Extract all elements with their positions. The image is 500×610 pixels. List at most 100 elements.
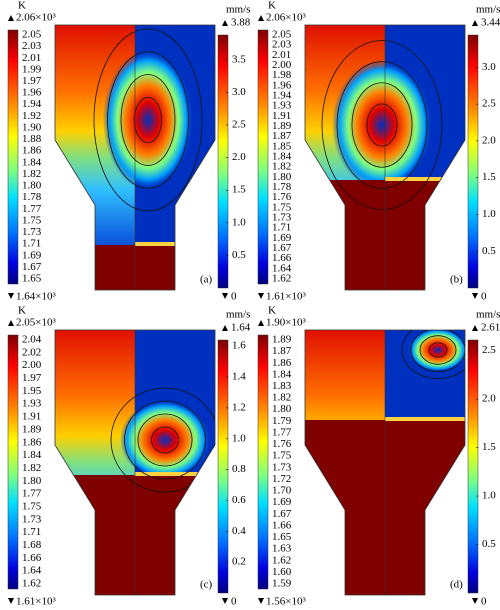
temp-tick-label: 1.66 xyxy=(272,252,292,264)
melt-front xyxy=(385,177,465,181)
temp-tick-label: 1.96 xyxy=(272,79,292,91)
temp-tick-label: 1.69 xyxy=(22,249,42,261)
temp-tick-label: 1.78 xyxy=(272,181,292,193)
temp-tick-label: 1.80 xyxy=(272,403,292,415)
field xyxy=(305,330,465,595)
temp-tick-label: 1.71 xyxy=(22,238,41,250)
temp-tick-label: 1.73 xyxy=(272,461,292,473)
vel-tick-label: 1.0 xyxy=(232,216,246,228)
vel-tick-label: 2.0 xyxy=(482,134,496,146)
streamline xyxy=(410,330,465,372)
vel-tick-label: 0.4 xyxy=(232,525,246,537)
panel: K2.06×10³2.052.032.011.991.971.961.941.9… xyxy=(7,0,251,303)
temp-tick-label: 2.05 xyxy=(22,29,42,41)
temp-tick-label: 1.97 xyxy=(22,372,42,384)
temp-tick-label: 1.89 xyxy=(272,120,292,132)
vel-max: 2.61 xyxy=(481,322,500,334)
temp-tick-label: 1.71 xyxy=(272,222,291,234)
temp-min: 1.56×10³ xyxy=(266,596,306,608)
panel-label: (d) xyxy=(450,579,463,591)
temp-tick-label: 1.75 xyxy=(272,450,292,462)
vel-unit: mm/s xyxy=(226,4,250,16)
vel-tick-label: 0.2 xyxy=(232,556,246,568)
temp-max: 2.06×10³ xyxy=(16,12,56,24)
min-marker xyxy=(222,598,228,604)
temp-tick-label: 2.00 xyxy=(22,359,42,371)
vel-tick-label: 2.5 xyxy=(482,98,496,110)
temp-tick-label: 2.03 xyxy=(22,40,42,52)
temp-tick-label: 1.78 xyxy=(22,191,42,203)
temp-tick-label: 1.84 xyxy=(22,156,42,168)
max-marker xyxy=(472,20,478,26)
streamline xyxy=(351,82,413,168)
temp-tick-label: 1.66 xyxy=(22,552,42,564)
temp-tick-label: 1.73 xyxy=(22,513,42,525)
temp-tick-label: 1.93 xyxy=(272,100,292,112)
vel-colorbar xyxy=(467,34,479,289)
vel-min: 0 xyxy=(481,291,487,303)
min-marker xyxy=(472,598,478,604)
temp-tick-label: 1.70 xyxy=(272,485,292,497)
melt-front xyxy=(135,472,215,476)
temp-max: 2.06×10³ xyxy=(266,12,306,24)
temp-tick-label: 1.95 xyxy=(22,385,42,397)
temp-tick-label: 1.67 xyxy=(272,242,292,254)
temp-tick-label: 1.59 xyxy=(272,578,292,590)
temp-tick-label: 1.76 xyxy=(272,438,292,450)
max-marker xyxy=(222,20,228,26)
field xyxy=(55,330,215,595)
vel-tick-label: 1.5 xyxy=(482,171,496,183)
temp-tick-label: 1.91 xyxy=(272,110,291,122)
vel-tick-label: 3.5 xyxy=(232,53,246,65)
velocity-jet xyxy=(332,60,432,190)
temp-tick-label: 1.69 xyxy=(272,232,292,244)
temp-colorbar xyxy=(7,29,19,285)
temp-tick-label: 1.80 xyxy=(22,475,42,487)
temp-min: 1.61×10³ xyxy=(266,291,306,303)
temp-tick-label: 1.99 xyxy=(22,63,42,75)
temp-tick-label: 2.05 xyxy=(272,29,292,41)
temp-tick-label: 1.82 xyxy=(22,168,41,180)
temp-tick-label: 1.73 xyxy=(22,226,42,238)
vel-max: 3.88 xyxy=(231,17,251,29)
temp-tick-label: 1.86 xyxy=(22,436,42,448)
vel-tick-label: 0.8 xyxy=(232,463,246,475)
temp-tick-label: 1.94 xyxy=(22,98,42,110)
temp-tick-label: 1.77 xyxy=(272,426,292,438)
vel-tick-label: 1.0 xyxy=(482,208,496,220)
vel-tick-label: 2.0 xyxy=(232,151,246,163)
temp-tick-label: 1.67 xyxy=(272,508,292,520)
temp-tick-label: 1.71 xyxy=(22,526,41,538)
vel-tick-label: 0.5 xyxy=(482,538,496,550)
temp-tick-label: 2.01 xyxy=(272,49,291,61)
temp-tick-label: 1.84 xyxy=(272,368,292,380)
temp-tick-label: 1.76 xyxy=(272,191,292,203)
temp-tick-label: 1.77 xyxy=(22,488,42,500)
vel-unit: mm/s xyxy=(226,309,250,321)
temp-tick-label: 1.84 xyxy=(272,151,292,163)
vel-min: 0 xyxy=(481,596,487,608)
temp-min: 1.64×10³ xyxy=(16,291,56,303)
temp-tick-label: 1.86 xyxy=(272,357,292,369)
vel-tick-label: 1.6 xyxy=(232,340,246,352)
temp-tick-label: 1.90 xyxy=(22,121,42,133)
streamline xyxy=(336,61,428,189)
domain-outline xyxy=(54,329,216,596)
min-marker xyxy=(258,293,264,299)
streamline xyxy=(401,330,465,380)
vel-tick-label: 1.0 xyxy=(232,432,246,444)
temp-tick-label: 1.86 xyxy=(22,145,42,157)
vel-min: 0 xyxy=(231,596,237,608)
temp-tick-label: 1.60 xyxy=(272,566,292,578)
vel-min: 0 xyxy=(231,291,237,303)
min-marker xyxy=(8,598,14,604)
temp-tick-label: 1.72 xyxy=(272,473,291,485)
temp-tick-label: 1.73 xyxy=(272,212,292,224)
temp-tick-label: 1.83 xyxy=(272,380,292,392)
max-marker xyxy=(258,15,264,21)
vel-tick-label: 2.5 xyxy=(232,119,246,131)
temp-tick-label: 1.68 xyxy=(22,539,42,551)
vel-tick-label: 2.5 xyxy=(482,344,496,356)
streamline xyxy=(107,51,189,189)
